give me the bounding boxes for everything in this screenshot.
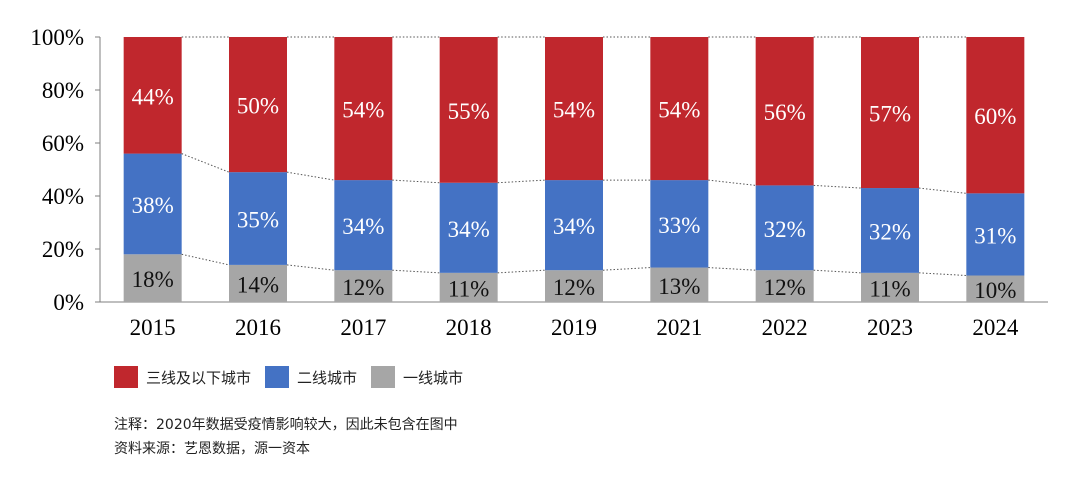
- series-connector-line: [918, 272, 967, 276]
- bar-segment-tier2: [545, 180, 603, 271]
- legend-label-tier1: 一线城市: [403, 368, 464, 387]
- series-connector-line: [392, 269, 440, 274]
- bar-segment-tier3: [545, 37, 603, 181]
- data-label: 54%: [553, 98, 595, 123]
- data-label: 55%: [448, 99, 490, 124]
- bar-segment-tier1: [439, 272, 498, 302]
- data-label: 12%: [342, 275, 384, 300]
- data-label: 12%: [553, 275, 595, 300]
- x-tick-label: 2015: [130, 315, 176, 340]
- bar-segment-tier2: [439, 182, 498, 273]
- bar-segment-tier1: [545, 270, 603, 302]
- data-label: 56%: [764, 100, 806, 125]
- stacked-bar-chart: 0% 20% 40% 60% 80% 100% 18% 38% 44% 2015 14% 35% 50%…: [30, 25, 1048, 340]
- bar-segment-tier1: [650, 267, 709, 302]
- bar-segment-tier1: [334, 270, 393, 302]
- data-label: 44%: [132, 84, 174, 109]
- y-tick-label: 100%: [30, 25, 84, 50]
- bar-segment-tier1: [966, 275, 1025, 302]
- x-tick-label: 2021: [656, 315, 702, 340]
- data-label: 14%: [237, 272, 279, 297]
- series-connector-line: [181, 253, 230, 266]
- legend-item-tier2[interactable]: 二线城市: [265, 366, 357, 388]
- data-label: 34%: [553, 214, 595, 239]
- data-label: 32%: [764, 217, 806, 242]
- data-label: 12%: [764, 275, 806, 300]
- data-label: 18%: [132, 267, 174, 292]
- legend-item-tier1[interactable]: 一线城市: [371, 366, 463, 388]
- data-label: 54%: [342, 98, 384, 123]
- series-connector-line: [708, 179, 756, 186]
- x-tick-label: 2024: [972, 315, 1019, 340]
- data-label: 31%: [974, 223, 1016, 248]
- data-label: 11%: [869, 276, 910, 301]
- bar-segment-tier3: [123, 37, 182, 154]
- bar-segment-tier2: [755, 185, 814, 271]
- bar-segment-tier3: [650, 37, 709, 181]
- bar-segment-tier1: [861, 272, 919, 302]
- bar-segment-tier3: [439, 37, 498, 183]
- data-label: 57%: [869, 102, 911, 127]
- bar-segment-tier1: [229, 264, 287, 302]
- data-label: 10%: [974, 278, 1016, 303]
- series-connector-line: [918, 187, 967, 194]
- data-label: 13%: [658, 274, 700, 299]
- data-label: 60%: [974, 104, 1016, 129]
- legend-swatch-tier3: [114, 366, 138, 388]
- x-tick-label: 2016: [235, 315, 281, 340]
- series-connector-line: [602, 267, 651, 271]
- series-connector-line: [286, 264, 335, 271]
- x-tick-label: 2018: [446, 315, 492, 340]
- bar-segment-tier3: [229, 37, 287, 173]
- legend-swatch-tier2: [265, 366, 290, 388]
- series-connector-line: [286, 171, 335, 181]
- x-tick-label: 2019: [551, 315, 597, 340]
- series-connector-line: [181, 153, 230, 173]
- data-label: 32%: [869, 219, 911, 244]
- data-label: 38%: [132, 193, 174, 218]
- bar-segment-tier2: [123, 153, 182, 255]
- legend-swatch-tier1: [371, 366, 396, 388]
- legend-label-tier2: 二线城市: [297, 368, 358, 387]
- series-connector-line: [497, 269, 546, 274]
- data-label: 50%: [237, 94, 279, 119]
- bar-segment-tier3: [334, 37, 393, 181]
- source-note: 资料来源：艺恩数据，源一资本: [114, 441, 310, 457]
- series-connector-line: [813, 269, 862, 274]
- bar-segment-tier2: [334, 180, 393, 271]
- data-label: 35%: [237, 208, 279, 233]
- x-tick-label: 2023: [867, 315, 913, 340]
- bar-segment-tier3: [861, 37, 919, 189]
- bar-segment-tier2: [650, 180, 709, 268]
- y-tick-label: 40%: [42, 184, 84, 209]
- bar-segment-tier2: [229, 172, 287, 265]
- data-label: 33%: [658, 213, 700, 238]
- legend: 三线及以下城市 二线城市 一线城市: [114, 366, 477, 388]
- legend-item-tier3[interactable]: 三线及以下城市: [114, 366, 251, 388]
- data-label: 34%: [448, 217, 490, 242]
- bar-segment-tier3: [755, 37, 814, 186]
- series-connector-line: [497, 179, 546, 184]
- y-tick-label: 60%: [42, 131, 84, 156]
- footnote: 注释：2020年数据受疫情影响较大，因此未包含在图中: [114, 417, 458, 433]
- bar-segment-tier1: [755, 270, 814, 302]
- legend-label-tier3: 三线及以下城市: [146, 368, 252, 387]
- data-label: 54%: [658, 98, 700, 123]
- series-connector-line: [813, 184, 862, 189]
- bar-segment-tier1: [123, 254, 182, 302]
- series-connector-line: [708, 267, 756, 271]
- series-connector-line: [392, 179, 440, 184]
- bar-segment-tier2: [861, 188, 919, 273]
- y-tick-label: 80%: [42, 78, 84, 103]
- bar-segment-tier3: [966, 37, 1025, 194]
- bar-segment-tier2: [966, 193, 1025, 276]
- data-label: 11%: [448, 276, 489, 301]
- data-label: 34%: [342, 214, 384, 239]
- x-tick-label: 2022: [762, 315, 808, 340]
- x-tick-label: 2017: [340, 315, 386, 340]
- y-tick-label: 20%: [42, 237, 84, 262]
- y-tick-label: 0%: [53, 290, 84, 315]
